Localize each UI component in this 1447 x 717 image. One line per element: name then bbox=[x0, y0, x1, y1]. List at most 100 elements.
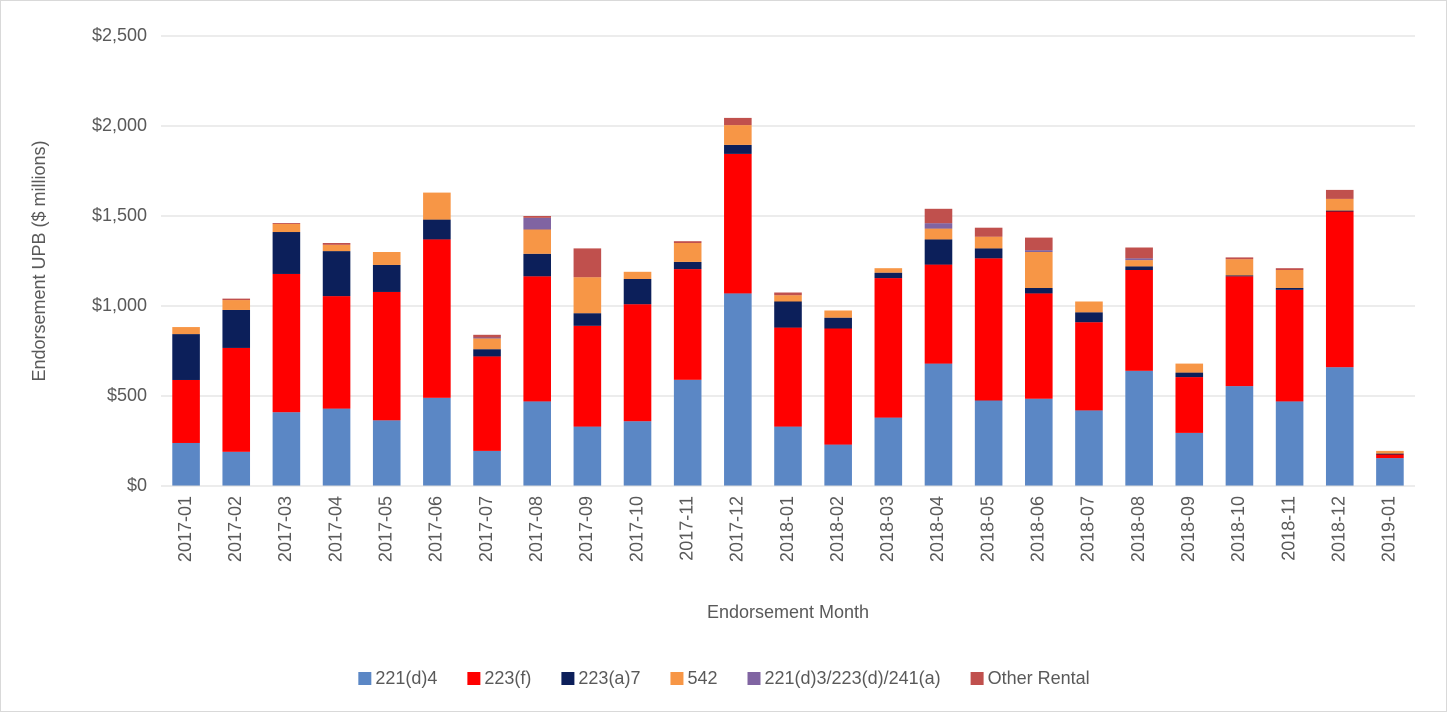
bar-segment bbox=[1225, 386, 1254, 486]
bar-segment bbox=[473, 337, 501, 339]
bar-segment bbox=[372, 291, 401, 421]
y-tick-label: $1,000 bbox=[92, 295, 147, 315]
bar-segment bbox=[673, 243, 702, 262]
x-tick-label: 2018-08 bbox=[1128, 496, 1148, 562]
bar-segment bbox=[322, 296, 351, 409]
x-axis-title: Endorsement Month bbox=[707, 602, 869, 622]
legend-label: 221(d)3/223(d)/241(a) bbox=[765, 668, 941, 688]
x-tick-label: 2017-02 bbox=[225, 496, 245, 562]
legend-label: 221(d)4 bbox=[375, 668, 437, 688]
x-tick-label: 2019-01 bbox=[1379, 496, 1399, 562]
bar-segment bbox=[222, 300, 251, 310]
y-tick-label: $2,500 bbox=[92, 25, 147, 45]
bar-segment bbox=[423, 239, 451, 398]
bar-segment bbox=[1025, 288, 1053, 294]
x-tick-label: 2018-01 bbox=[777, 496, 797, 562]
bar-segment bbox=[1025, 237, 1053, 251]
bar-segment bbox=[423, 192, 451, 220]
bar-segment bbox=[673, 261, 702, 270]
bar-segment bbox=[372, 264, 401, 292]
bar-segment bbox=[623, 421, 652, 486]
bar-segment bbox=[523, 217, 551, 230]
bar-segment bbox=[874, 278, 903, 418]
bar-segment bbox=[974, 236, 1003, 249]
legend-label: Other Rental bbox=[988, 668, 1090, 688]
bar-segment bbox=[673, 241, 702, 243]
bar-segment bbox=[172, 334, 200, 380]
x-tick-label: 2017-08 bbox=[526, 496, 546, 562]
bar-segment bbox=[1075, 301, 1103, 313]
bar-segment bbox=[322, 244, 351, 252]
bar-segment bbox=[1225, 259, 1254, 276]
bar-segment bbox=[824, 310, 852, 318]
bar-segment bbox=[423, 397, 451, 486]
bar-segment bbox=[924, 223, 953, 229]
x-tick-label: 2017-09 bbox=[576, 496, 596, 562]
bar-segment bbox=[1025, 398, 1053, 486]
bar-segment bbox=[1175, 377, 1204, 433]
x-tick-label: 2017-01 bbox=[175, 496, 195, 562]
bar-segment bbox=[774, 292, 802, 296]
bar-segment bbox=[222, 298, 251, 301]
bar-segment bbox=[724, 153, 752, 294]
x-tick-label: 2018-02 bbox=[827, 496, 847, 562]
x-tick-label: 2017-11 bbox=[676, 496, 696, 561]
bar-segment bbox=[322, 243, 351, 245]
bar-segment bbox=[272, 223, 301, 224]
bar-segment bbox=[272, 223, 301, 233]
bar-segment bbox=[1325, 198, 1354, 211]
x-tick-label: 2018-12 bbox=[1329, 496, 1349, 562]
bar-segment bbox=[1275, 268, 1304, 270]
bar-segment bbox=[874, 268, 903, 273]
bar-segment bbox=[1325, 211, 1354, 368]
x-tick-label: 2017-04 bbox=[325, 496, 345, 562]
y-tick-label: $2,000 bbox=[92, 115, 147, 135]
bar-segment bbox=[924, 363, 953, 486]
y-tick-label: $1,500 bbox=[92, 205, 147, 225]
bar-segment bbox=[523, 401, 551, 486]
bar-segment bbox=[724, 125, 752, 145]
legend-swatch bbox=[358, 672, 372, 685]
bar-segment bbox=[222, 451, 251, 486]
bar-segment bbox=[774, 426, 802, 486]
bar-segment bbox=[1125, 266, 1153, 270]
bar-segment bbox=[1225, 276, 1254, 387]
bar-segment bbox=[1075, 312, 1103, 323]
x-tick-label: 2018-05 bbox=[977, 496, 997, 562]
y-axis-title: Endorsement UPB ($ millions) bbox=[29, 140, 49, 381]
bar-segment bbox=[372, 252, 401, 265]
bar-segment bbox=[523, 276, 551, 402]
bar-segment bbox=[924, 228, 953, 240]
bar-segment bbox=[824, 444, 852, 486]
bar-segment bbox=[1376, 453, 1404, 455]
y-tick-label: $0 bbox=[127, 475, 147, 495]
bar-segment bbox=[473, 338, 501, 350]
y-tick-label: $500 bbox=[107, 385, 147, 405]
bar-segment bbox=[573, 325, 602, 427]
bar-segment bbox=[1125, 260, 1153, 267]
x-tick-label: 2017-12 bbox=[727, 496, 747, 562]
bar-segment bbox=[623, 271, 652, 279]
bar-segment bbox=[1325, 367, 1354, 486]
x-tick-label: 2017-10 bbox=[626, 496, 646, 562]
bar-segment bbox=[222, 309, 251, 348]
bar-segment bbox=[573, 248, 602, 278]
bar-segment bbox=[473, 356, 501, 451]
x-tick-label: 2017-07 bbox=[476, 496, 496, 562]
bar-segment bbox=[1075, 322, 1103, 411]
bar-segment bbox=[1376, 454, 1404, 459]
bar-segment bbox=[1275, 270, 1304, 288]
bar-segment bbox=[1125, 247, 1153, 259]
bar-segment bbox=[1376, 458, 1404, 486]
bar-segment bbox=[774, 295, 802, 302]
bar-segment bbox=[322, 251, 351, 297]
bar-segment bbox=[673, 269, 702, 380]
bar-segment bbox=[1275, 401, 1304, 486]
bar-segment bbox=[1275, 289, 1304, 402]
bar-segment bbox=[523, 253, 551, 277]
bar-segment bbox=[1325, 189, 1354, 199]
bar-segment bbox=[974, 258, 1003, 401]
bar-segment bbox=[1175, 363, 1204, 373]
legend-label: 223(a)7 bbox=[578, 668, 640, 688]
